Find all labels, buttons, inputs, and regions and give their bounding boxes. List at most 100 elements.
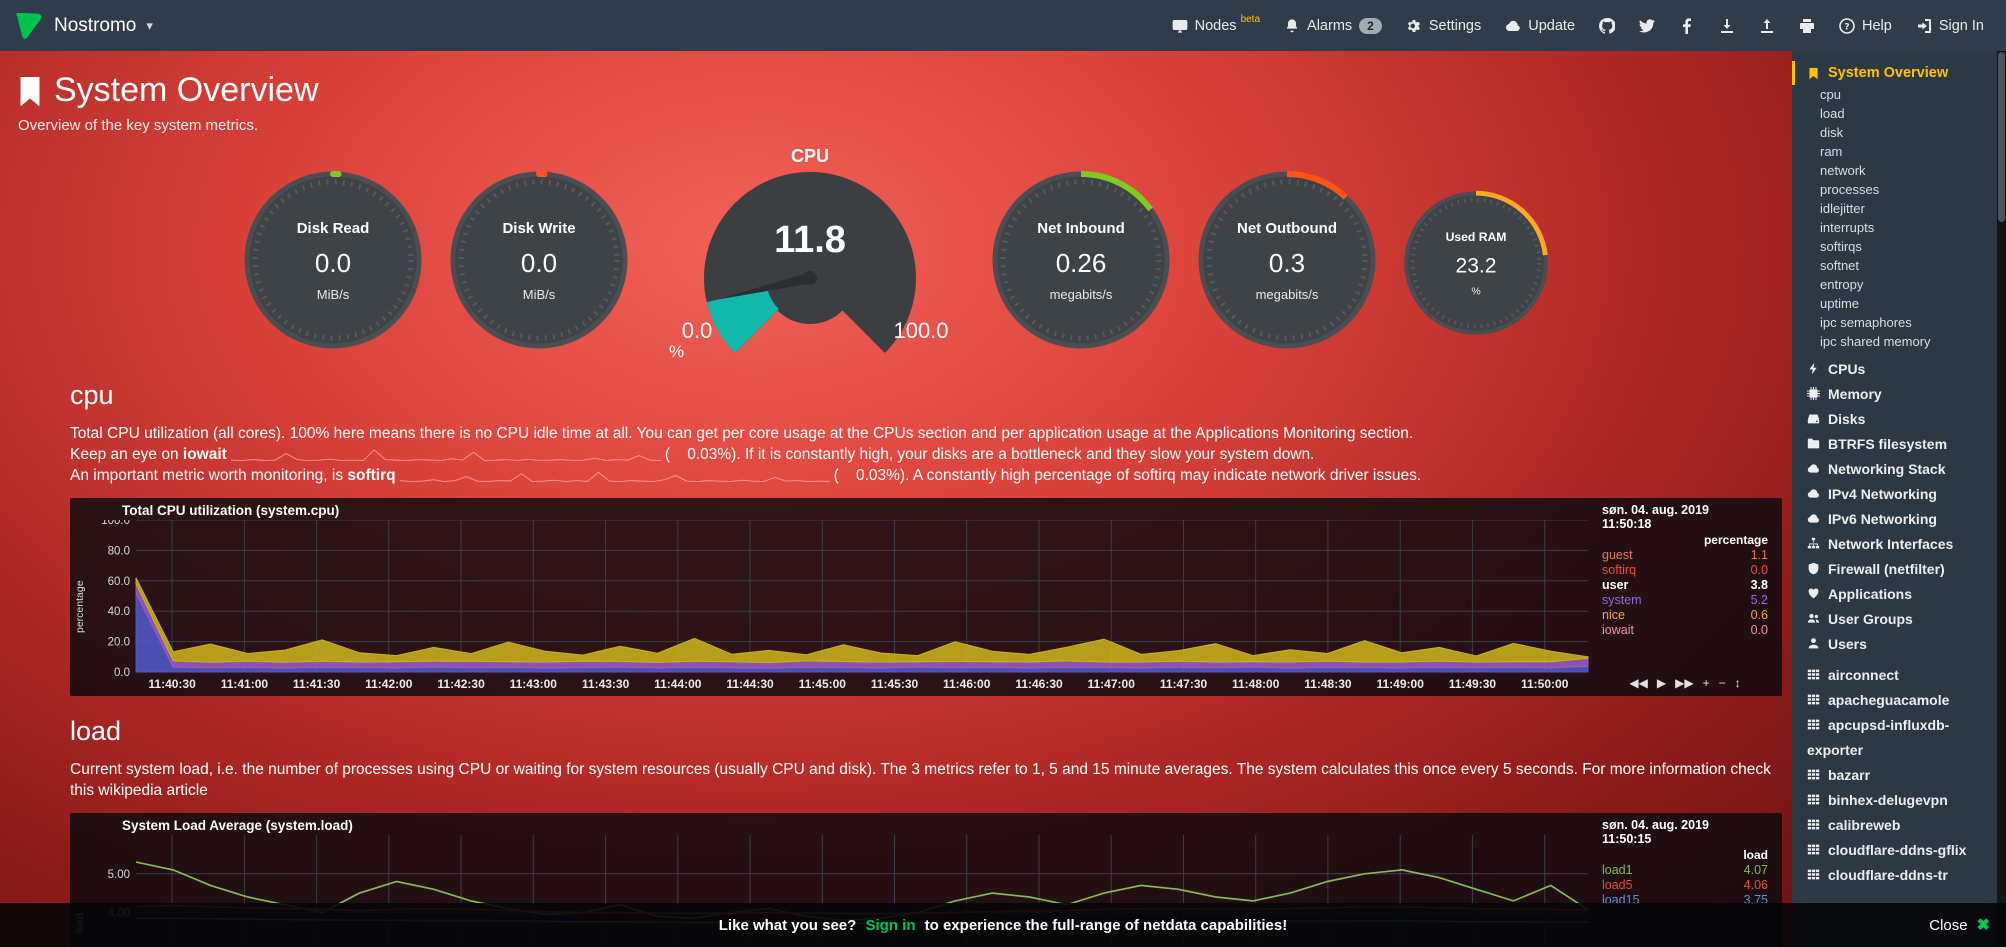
signin-icon	[1916, 18, 1932, 34]
sidebar-item-softirqs[interactable]: softirqs	[1820, 239, 1862, 254]
sidebar-item-ipv4-networking[interactable]: IPv4 Networking	[1792, 482, 1997, 507]
banner-signin-link[interactable]: Sign in	[865, 916, 916, 934]
sidebar-item-network[interactable]: network	[1820, 163, 1866, 178]
main-content: System Overview Overview of the key syst…	[0, 51, 1792, 947]
topbar-item-twitter[interactable]	[1627, 0, 1667, 51]
topbar-item-export[interactable]	[1747, 0, 1787, 51]
chevron-down-icon[interactable]: ▾	[146, 17, 153, 33]
banner-text-post: to experience the full-range of netdata …	[924, 916, 1288, 934]
sidebar-item-load[interactable]: load	[1820, 106, 1845, 121]
sidebar-item-cpus[interactable]: CPUs	[1792, 357, 1997, 382]
banner-text-pre: Like what you see?	[718, 916, 857, 934]
svg-text:11:43:00: 11:43:00	[510, 677, 558, 691]
sidebar-item-bazarr[interactable]: bazarr	[1792, 763, 1997, 788]
chart-canvas[interactable]: 100.0 80.0 60.0 40.0 20.0 0.0 11:40:30 11:41:00…	[90, 520, 1596, 694]
sidebar-item-firewall-netfilter[interactable]: Firewall (netfilter)	[1792, 557, 1997, 582]
sidebar-item-ipv6-networking[interactable]: IPv6 Networking	[1792, 507, 1997, 532]
sidebar-item-apacheguacamole[interactable]: apacheguacamole	[1792, 688, 1997, 713]
sidebar-item-softnet[interactable]: softnet	[1820, 258, 1860, 273]
chart-control-1[interactable]: ▶	[1656, 676, 1667, 690]
sidebar-item-applications[interactable]: Applications	[1792, 582, 1997, 607]
legend-item-user[interactable]: user 3.8	[1602, 578, 1768, 592]
sidebar-item-user-groups[interactable]: User Groups	[1792, 607, 1997, 632]
svg-text:5.00: 5.00	[108, 869, 130, 881]
topbar-item-signin[interactable]: Sign In	[1904, 0, 1996, 51]
chart-control-4[interactable]: −	[1718, 676, 1726, 690]
sidebar-item-users[interactable]: Users	[1792, 632, 1997, 657]
topbar-item-help[interactable]: ? Help	[1827, 0, 1904, 51]
scrollbar-thumb[interactable]	[1998, 52, 2005, 222]
node-selector[interactable]: Nostromo	[54, 14, 137, 36]
help-icon: ?	[1839, 17, 1855, 34]
topbar-item-update[interactable]: Update	[1493, 0, 1587, 51]
chart-title: Total CPU utilization (system.cpu)	[122, 503, 340, 518]
sidebar-item-entropy[interactable]: entropy	[1820, 277, 1864, 292]
sidebar-item-processes[interactable]: processes	[1820, 182, 1880, 197]
cpu-desc-softirq: softirq	[347, 467, 396, 484]
topbar-item-github[interactable]	[1587, 0, 1627, 51]
topbar-item-label: Update	[1528, 17, 1576, 34]
gauge-cpu[interactable]: CPU 11.8 0.0 100.0 %	[655, 146, 965, 360]
banner-close-button[interactable]: Close ✖	[1929, 915, 1990, 935]
topbar-item-print[interactable]	[1787, 0, 1827, 51]
chart-control-2[interactable]: ▶▶	[1675, 676, 1694, 690]
gauge-disk-read[interactable]: Disk Read 0.0 MiB/s	[243, 170, 423, 350]
load-description[interactable]: Current system load, i.e. the number of …	[70, 761, 1771, 799]
gauges-row: Disk Read 0.0 MiB/s Disk Write 0.0 MiB/s…	[0, 146, 1792, 360]
sidebar-item-idlejitter[interactable]: idlejitter	[1820, 201, 1865, 216]
cpu-chart[interactable]: Total CPU utilization (system.cpu) perce…	[70, 498, 1782, 696]
gauge-net-inbound[interactable]: Net Inbound 0.26 megabits/s	[991, 170, 1171, 350]
legend-item-guest[interactable]: guest 1.1	[1602, 548, 1768, 562]
sidebar-item-binhex-delugevpn[interactable]: binhex-delugevpn	[1792, 788, 1997, 813]
sidebar-item-ipc-shared-memory[interactable]: ipc shared memory	[1820, 334, 1931, 349]
softirq-sparkline	[399, 472, 830, 483]
sidebar-item-interrupts[interactable]: interrupts	[1820, 220, 1875, 235]
sidebar-item-networking-stack[interactable]: Networking Stack	[1792, 457, 1997, 482]
svg-text:11:49:00: 11:49:00	[1377, 677, 1425, 691]
svg-text:20.0: 20.0	[108, 637, 130, 649]
topbar-item-facebook[interactable]	[1667, 0, 1707, 51]
topbar-item-label: Help	[1862, 17, 1892, 34]
sidebar-item-calibreweb[interactable]: calibreweb	[1792, 813, 1997, 838]
gauge-disk-write[interactable]: Disk Write 0.0 MiB/s	[449, 170, 629, 350]
topbar-item-alarms[interactable]: Alarms 2	[1272, 0, 1394, 51]
legend-item-load5[interactable]: load5 4.06	[1602, 878, 1768, 892]
sidebar-item-network-interfaces[interactable]: Network Interfaces	[1792, 532, 1997, 557]
chart-control-3[interactable]: +	[1702, 676, 1710, 690]
sidebar-item-uptime[interactable]: uptime	[1820, 296, 1860, 311]
chart-control-5[interactable]: ↕	[1734, 676, 1741, 690]
cloud-icon	[1807, 487, 1820, 500]
topbar-item-label: Sign In	[1938, 17, 1984, 34]
sidebar-item-disk[interactable]: disk	[1820, 125, 1844, 140]
sidebar-item-system-overview[interactable]: System Overview	[1792, 61, 1997, 85]
sidebar-item-ipc-semaphores[interactable]: ipc semaphores	[1820, 315, 1912, 330]
scrollbar[interactable]	[1997, 51, 2006, 947]
gauge-used-ram[interactable]: Used RAM 23.2 %	[1403, 190, 1549, 336]
gauge-net-outbound[interactable]: Net Outbound 0.3 megabits/s	[1197, 170, 1377, 350]
topbar-item-settings[interactable]: Settings	[1394, 0, 1493, 51]
legend-item-nice[interactable]: nice 0.6	[1602, 608, 1768, 622]
sidebar-item-apcupsd-influxdb-exporter[interactable]: apcupsd-influxdb-exporter	[1807, 717, 1950, 758]
svg-text:11:47:30: 11:47:30	[1160, 677, 1208, 691]
legend-item-system[interactable]: system 5.2	[1602, 593, 1768, 607]
legend-item-iowait[interactable]: iowait 0.0	[1602, 623, 1768, 637]
legend-item-softirq[interactable]: softirq 0.0	[1602, 563, 1768, 577]
legend-item-load1[interactable]: load1 4.07	[1602, 863, 1768, 877]
sidebar-item-airconnect[interactable]: airconnect	[1792, 663, 1997, 688]
topbar-item-nodes[interactable]: Nodes beta	[1160, 0, 1272, 51]
sidebar-item-disks[interactable]: Disks	[1792, 407, 1997, 432]
topbar-item-import[interactable]	[1707, 0, 1747, 51]
sidebar-item-cloudflare-ddns-gflix[interactable]: cloudflare-ddns-gflix	[1792, 838, 1997, 863]
sidebar-item-memory[interactable]: Memory	[1792, 382, 1997, 407]
sidebar-item-ram[interactable]: ram	[1820, 144, 1843, 159]
sidebar-item-cpu[interactable]: cpu	[1820, 87, 1841, 102]
svg-text:11:45:30: 11:45:30	[871, 677, 919, 691]
heart-icon	[1807, 587, 1820, 600]
netdata-logo[interactable]	[14, 12, 44, 40]
chart-control-0[interactable]: ◀◀	[1629, 676, 1648, 690]
sidebar-item-btrfs-filesystem[interactable]: BTRFS filesystem	[1792, 432, 1997, 457]
bell-icon	[1284, 18, 1300, 34]
cpu-desc-line2-pre: Keep an eye on	[70, 446, 183, 463]
banner-text: Like what you see? Sign in to experience…	[719, 917, 1287, 934]
sidebar-item-cloudflare-ddns-tr[interactable]: cloudflare-ddns-tr	[1792, 863, 1997, 888]
